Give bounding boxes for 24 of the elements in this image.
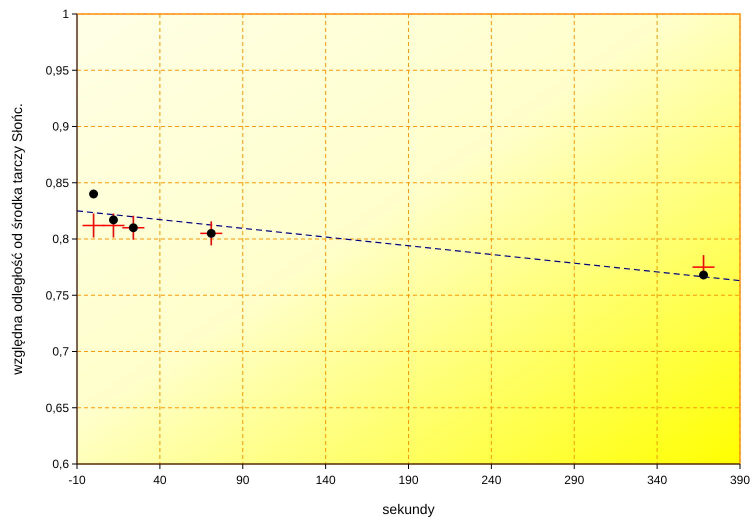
y-tick-label: 0,7 xyxy=(52,344,70,358)
x-tick-label: 290 xyxy=(564,473,585,487)
x-tick-label: 90 xyxy=(236,473,250,487)
x-tick-label: -10 xyxy=(68,473,86,487)
x-tick-label: 40 xyxy=(153,473,167,487)
point xyxy=(699,270,708,280)
x-axis-title: sekundy xyxy=(382,501,435,517)
x-tick-label: 240 xyxy=(481,473,502,487)
x-tick-label: 140 xyxy=(316,473,336,487)
y-tick-label: 0,9 xyxy=(52,120,70,134)
y-tick-label: 0,6 xyxy=(52,457,70,471)
y-tick-label: 1 xyxy=(62,7,70,21)
y-tick-label: 0,75 xyxy=(46,288,70,302)
x-tick-label: 190 xyxy=(398,473,419,487)
y-tick-label: 0,8 xyxy=(52,232,70,246)
point xyxy=(89,190,98,198)
y-tick-label: 0,65 xyxy=(46,400,70,415)
y-axis-title: względna odległość od środka tarczy Słońc. xyxy=(9,103,25,376)
point xyxy=(82,214,105,238)
x-tick-label: 340 xyxy=(647,473,668,487)
y-tick-label: 0,85 xyxy=(46,176,70,190)
x-tick-label: 390 xyxy=(730,473,750,487)
point xyxy=(108,215,118,224)
y-tick-label: 0,95 xyxy=(46,63,70,78)
